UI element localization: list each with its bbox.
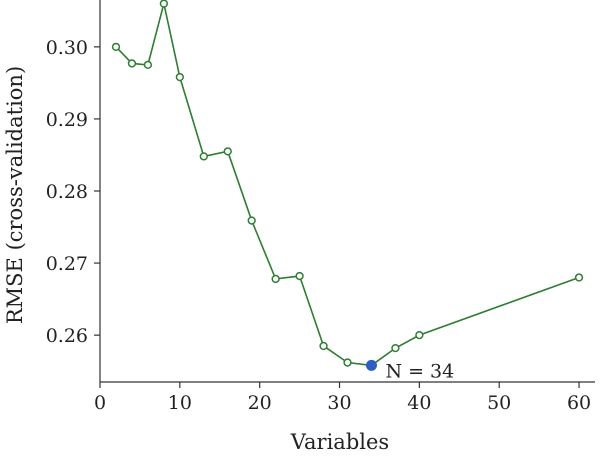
data-point	[391, 343, 400, 353]
data-point	[159, 0, 169, 8]
data-point	[127, 59, 137, 68]
y-tick-label: 0.28	[46, 181, 88, 203]
x-tick-label: 60	[567, 392, 591, 414]
data-point	[574, 273, 584, 282]
data-point	[295, 271, 304, 281]
series-line	[115, 3, 580, 367]
data-point	[111, 42, 121, 51]
x-tick-label: 10	[168, 392, 192, 414]
data-point	[199, 152, 208, 161]
y-tick-label: 0.30	[46, 37, 88, 59]
x-tick-label: 40	[407, 392, 431, 414]
x-tick-label: 30	[327, 392, 351, 414]
data-point	[271, 274, 280, 284]
data-point	[143, 60, 153, 70]
axes	[99, 0, 595, 383]
series-layer	[111, 0, 584, 371]
data-point	[319, 341, 328, 351]
x-axis-title: Variables	[290, 430, 389, 454]
y-axis-title: RMSE (cross-validation)	[3, 66, 27, 324]
data-point	[223, 147, 232, 156]
optimum-point	[365, 359, 377, 371]
data-point	[415, 331, 424, 340]
x-tick-label: 0	[94, 392, 106, 414]
data-point	[175, 72, 184, 82]
x-ticks: 0 10 20 30 40 50 60	[94, 382, 591, 414]
x-tick-label: 20	[248, 392, 272, 414]
y-ticks: 0.26 0.27 0.28 0.29 0.30	[46, 37, 100, 347]
data-point	[343, 358, 352, 367]
y-tick-label: 0.27	[46, 253, 88, 275]
annotation-label: N = 34	[385, 360, 454, 382]
x-tick-label: 50	[487, 392, 511, 414]
y-tick-label: 0.29	[46, 109, 88, 131]
y-tick-label: 0.26	[46, 325, 88, 347]
data-point	[247, 216, 256, 225]
